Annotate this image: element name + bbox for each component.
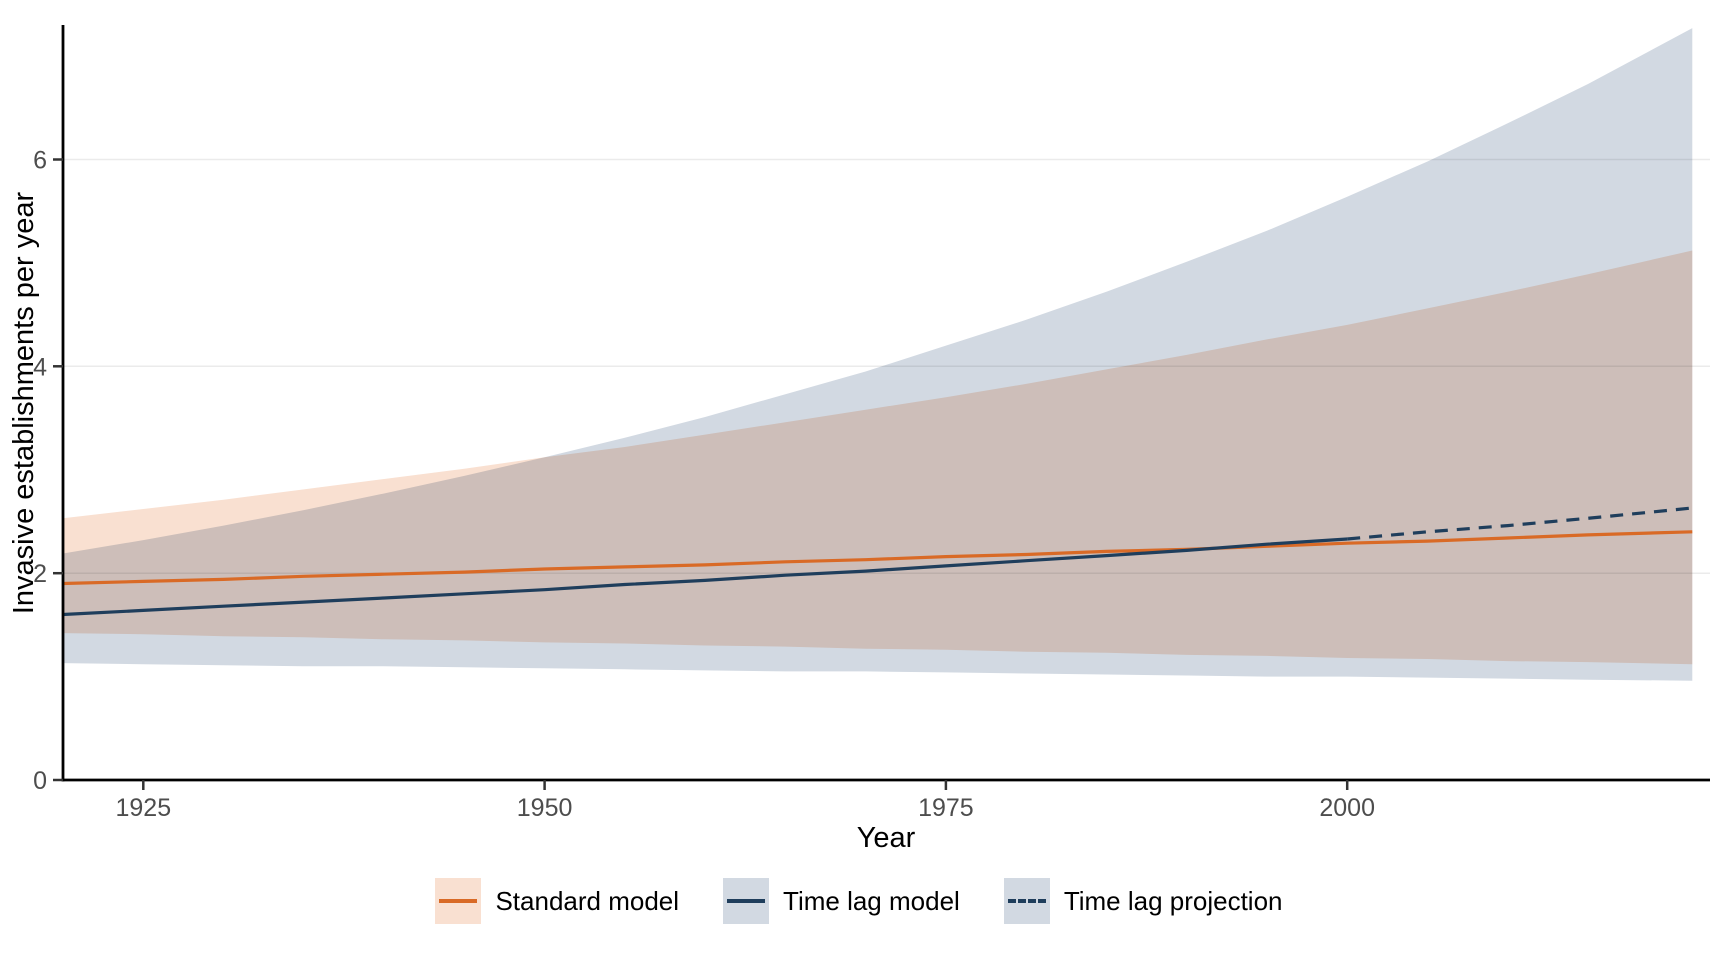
model-line [62, 537, 1348, 617]
x-tick-label: 1950 [517, 794, 573, 822]
legend-item-time-lag-model: Time lag model [723, 878, 960, 924]
y-tick-label: 0 [33, 767, 47, 795]
legend-label: Standard model [495, 886, 680, 916]
y-tick-label: 4 [33, 353, 47, 381]
y-axis-title: Invasive establishments per year [8, 191, 40, 615]
y-tick-label: 2 [33, 560, 47, 588]
model-line [62, 530, 1693, 586]
legend-label: Time lag model [783, 886, 960, 916]
legend-swatch-time-lag-model [723, 878, 770, 924]
legend-label: Time lag projection [1063, 886, 1283, 916]
solid-line-icon [439, 899, 478, 903]
confidence-ribbon [63, 28, 1693, 681]
x-tick-label: 1975 [918, 794, 974, 822]
legend-item-standard-model: Standard model [435, 878, 679, 924]
dashed-line-icon [1007, 899, 1046, 903]
legend-item-time-lag-projection: Time lag projection [1003, 878, 1283, 924]
x-tick-label: 1925 [115, 794, 171, 822]
solid-line-icon [727, 899, 766, 903]
x-tick-label: 2000 [1319, 794, 1375, 822]
x-axis-title: Year [856, 822, 916, 854]
legend-swatch-time-lag-projection [1003, 878, 1050, 924]
y-tick-label: 6 [33, 147, 47, 175]
legend-swatch-standard-model [435, 878, 482, 924]
model-line [1347, 506, 1693, 541]
legend: Standard model Time lag model Time lag p… [0, 878, 1718, 924]
